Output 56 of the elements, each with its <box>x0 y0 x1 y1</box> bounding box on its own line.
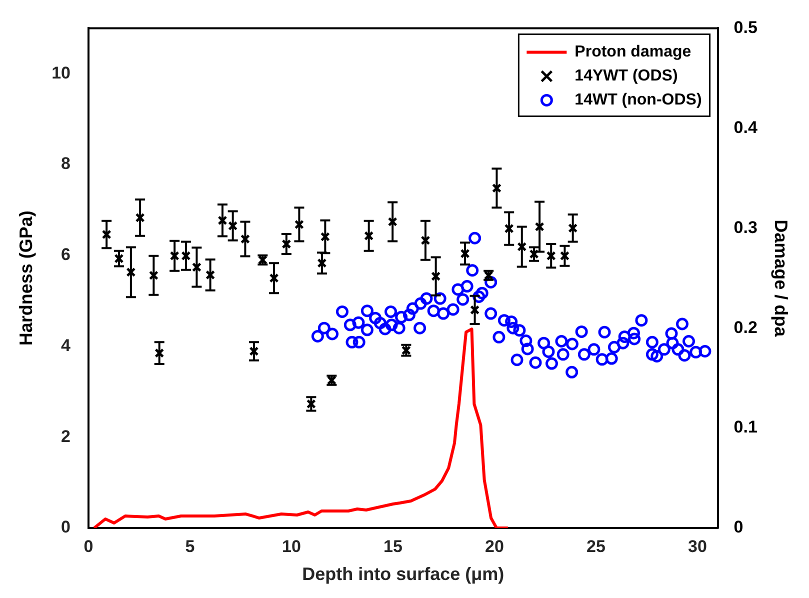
point <box>568 223 578 233</box>
point <box>388 216 398 227</box>
x-tick-label: 10 <box>282 536 301 556</box>
y2-tick-label: 0 <box>734 518 744 537</box>
point <box>364 231 374 241</box>
legend-label: Proton damage <box>574 44 692 61</box>
point <box>420 236 430 246</box>
y-tick-label: 0 <box>61 518 71 537</box>
y-tick-label: 4 <box>61 336 72 355</box>
y-tick-label: 10 <box>52 63 71 82</box>
y2-tick-label: 0.4 <box>734 118 758 137</box>
point <box>294 220 304 230</box>
point <box>320 232 330 242</box>
point <box>317 258 327 268</box>
x-tick-label: 15 <box>384 536 402 556</box>
point <box>534 222 544 232</box>
y2-axis-title: Damage / dpa <box>771 220 792 338</box>
point <box>170 251 180 261</box>
x-tick-label: 5 <box>185 536 195 556</box>
legend-label: 14WT (non-ODS) <box>574 92 702 109</box>
x-tick-label: 30 <box>688 536 707 556</box>
point <box>460 248 470 258</box>
y2-tick-label: 0.5 <box>734 18 758 37</box>
point <box>154 348 164 358</box>
point <box>282 239 292 249</box>
point <box>546 251 556 261</box>
x-tick-label: 25 <box>586 536 606 556</box>
point <box>269 273 279 283</box>
x-axis-title: Depth into surface (μm) <box>302 564 504 584</box>
point <box>492 183 502 193</box>
point <box>102 230 112 240</box>
x-tick-label: 0 <box>84 536 94 556</box>
point <box>249 346 259 356</box>
y-tick-label: 2 <box>61 426 71 446</box>
point <box>126 267 136 277</box>
x-tick-label: 20 <box>485 536 504 556</box>
point <box>470 305 480 315</box>
y2-tick-label: 0.2 <box>734 318 758 337</box>
point <box>135 212 145 222</box>
point <box>560 251 570 261</box>
point <box>181 251 191 261</box>
y-tick-label: 8 <box>61 154 71 174</box>
point <box>504 224 514 234</box>
point <box>218 216 228 226</box>
point <box>228 221 238 231</box>
legend-label: 14YWT (ODS) <box>574 68 678 85</box>
point <box>517 242 527 252</box>
point <box>431 271 441 282</box>
point <box>206 270 216 280</box>
y-axis-title: Hardness (GPa) <box>16 210 36 346</box>
point <box>192 262 202 272</box>
point <box>148 270 158 280</box>
y2-tick-label: 0.1 <box>734 418 758 437</box>
y-tick-label: 6 <box>61 245 71 264</box>
point <box>240 234 250 244</box>
y2-tick-label: 0.3 <box>734 218 758 237</box>
